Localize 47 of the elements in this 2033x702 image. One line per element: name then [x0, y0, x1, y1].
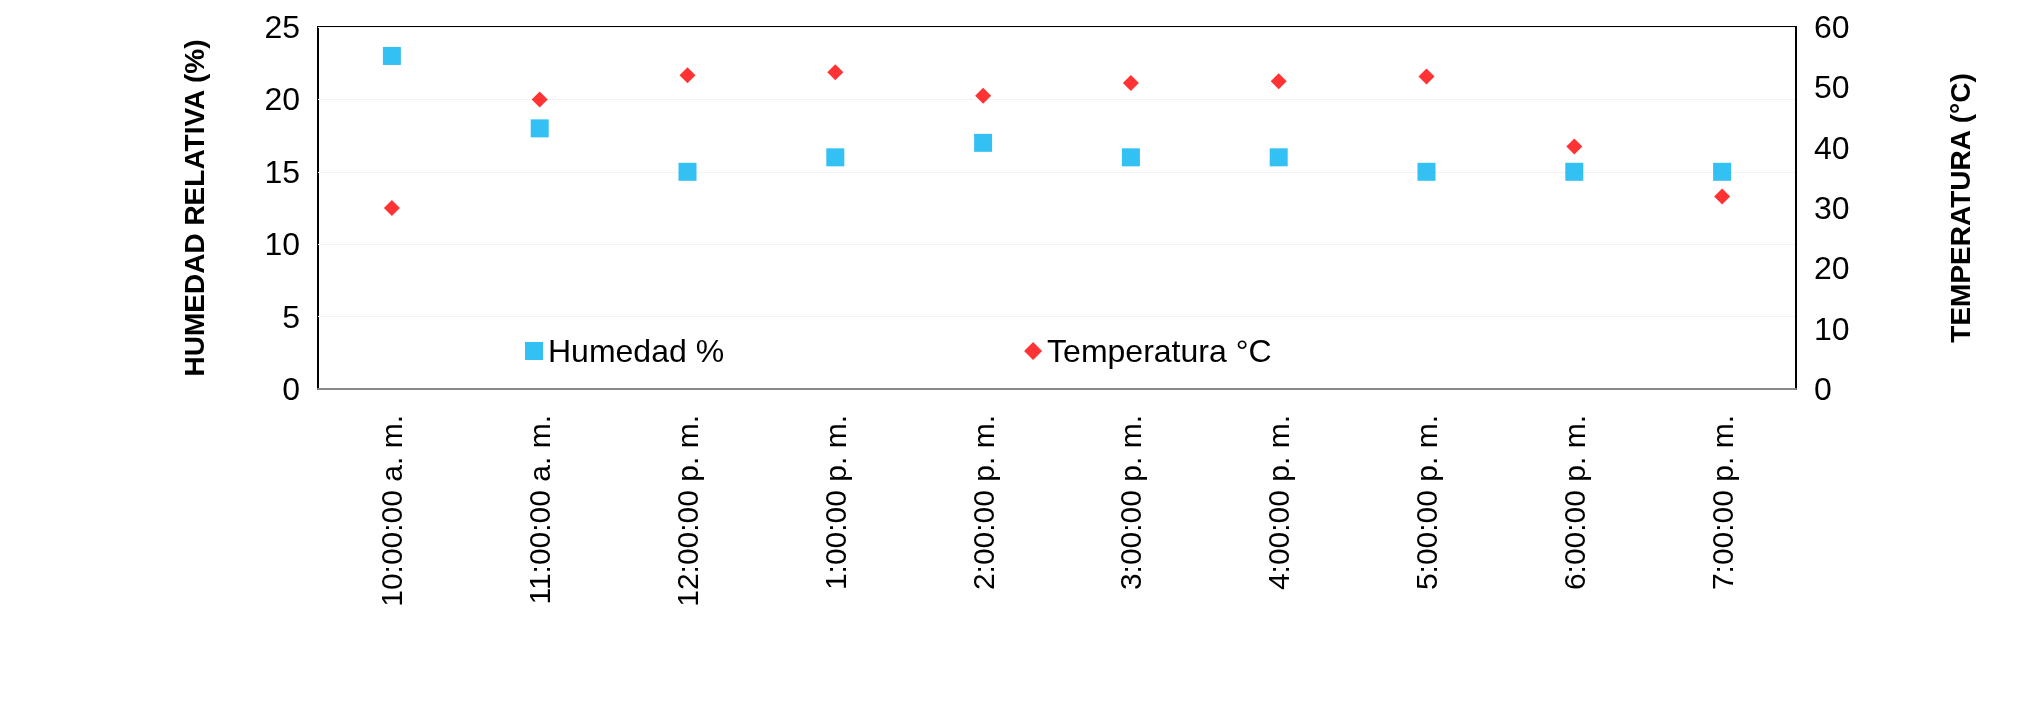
- point: [974, 133, 993, 152]
- point: [1417, 162, 1436, 181]
- x-tick-label: 5:00:00 p. m.: [1410, 415, 1443, 591]
- point: [1566, 138, 1583, 155]
- y2-tick-label: 0: [1814, 371, 1832, 407]
- point: [383, 200, 400, 216]
- y2-tick-label: 30: [1814, 190, 1850, 226]
- y2-tick-label: 50: [1814, 69, 1850, 106]
- x-tick-label: 3:00:00 p. m.: [1114, 415, 1148, 591]
- x-tick-label: 1:00:00 p. m.: [818, 415, 852, 591]
- x-tick-label: 2:00:00 p. m.: [966, 415, 1000, 591]
- point: [827, 64, 844, 81]
- legend-label: Temperatura °C: [1047, 333, 1272, 369]
- point: [975, 87, 992, 104]
- y2-tick-label: 20: [1814, 250, 1850, 287]
- point: [1418, 68, 1435, 85]
- x-tick-label: 12:00:00 p. m.: [671, 415, 704, 607]
- point: [530, 119, 549, 138]
- point: [1714, 188, 1731, 205]
- point: [1270, 73, 1287, 90]
- y-tick-label: 15: [264, 153, 300, 190]
- point: [678, 162, 697, 181]
- y2-tick-label: 60: [1814, 9, 1850, 45]
- x-tick-label: 4:00:00 p. m.: [1262, 415, 1296, 591]
- point: [1713, 162, 1732, 181]
- y-tick-label: 20: [264, 81, 300, 118]
- point: [531, 91, 548, 108]
- x-tick-label: 6:00:00 p. m.: [1557, 415, 1591, 591]
- point: [382, 46, 401, 65]
- y2-axis-title: TEMPERATURA (°C): [1944, 73, 1976, 343]
- point: [1122, 75, 1139, 92]
- y-tick-label: 25: [264, 9, 300, 45]
- y-tick-label: 0: [282, 371, 300, 407]
- y2-tick-label: 40: [1814, 129, 1850, 166]
- y2-tick-label: 10: [1814, 310, 1850, 347]
- point: [1121, 148, 1140, 167]
- x-tick-label: 11:00:00 a. m.: [523, 415, 557, 605]
- point: [679, 67, 696, 84]
- y-axis-title: HUMEDAD RELATIVA (%): [178, 39, 210, 377]
- point: [1269, 148, 1288, 167]
- x-tick-label: 10:00:00 a. m.: [375, 415, 409, 607]
- y-tick-label: 10: [264, 226, 300, 263]
- point: [826, 148, 845, 167]
- legend-label: Humedad %: [548, 333, 725, 369]
- y-tick-label: 5: [282, 298, 300, 335]
- x-tick-label: 7:00:00 p. m.: [1705, 415, 1739, 591]
- point: [1565, 162, 1584, 181]
